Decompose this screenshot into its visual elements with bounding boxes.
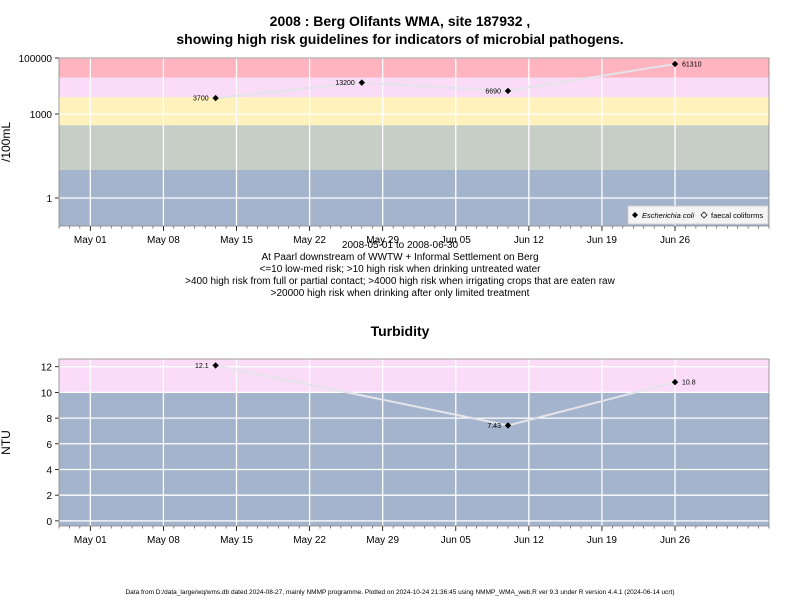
y-tick-label: 1	[46, 194, 52, 205]
y-axis-label: NTU	[0, 430, 13, 455]
risk-band	[59, 359, 769, 393]
y-tick-label: 10	[41, 388, 53, 399]
caption-risk-3: >20000 high risk when drinking after onl…	[270, 288, 530, 299]
x-tick-label: May 01	[74, 235, 107, 246]
data-label: 10.8	[682, 380, 696, 387]
legend-box	[627, 205, 769, 225]
data-point	[504, 87, 512, 95]
data-label: 12.1	[195, 363, 209, 370]
x-tick-label: May 29	[366, 235, 399, 246]
y-tick-label: 100000	[19, 54, 53, 65]
caption-risk-2: >400 high risk from full or partial cont…	[185, 276, 615, 287]
y-tick-label: 8	[46, 414, 52, 425]
data-point	[671, 378, 679, 386]
data-point	[504, 422, 512, 429]
x-tick-label: Jun 05	[441, 535, 471, 546]
legend-marker-faecal	[700, 211, 708, 219]
x-tick-label: May 29	[366, 535, 399, 546]
x-tick-label: May 08	[147, 535, 180, 546]
data-point	[671, 60, 679, 68]
x-tick-label: May 15	[220, 535, 253, 546]
x-tick-label: May 01	[74, 535, 107, 546]
x-tick-label: Jun 26	[660, 535, 690, 546]
y-tick-label: 0	[46, 517, 52, 528]
caption-site: At Paarl downstream of WWTW + Informal S…	[261, 252, 539, 263]
data-label: 7.43	[487, 423, 501, 430]
footer-note: Data from D:/data_large/wq/wms.db dated …	[125, 589, 675, 596]
plot-frame	[58, 57, 770, 227]
y-tick-label: 4	[46, 465, 52, 476]
data-label: 6690	[485, 88, 501, 95]
x-tick-label: Jun 26	[660, 235, 690, 246]
x-tick-label: May 15	[220, 235, 253, 246]
caption-date-range: 2008-05-01 to 2008-06-30	[341, 240, 459, 251]
y-axis-label: /100mL	[0, 122, 13, 162]
data-label: 61310	[682, 61, 702, 68]
x-tick-label: Jun 19	[587, 235, 617, 246]
risk-band	[59, 392, 769, 526]
x-tick-label: Jun 19	[587, 535, 617, 546]
x-tick-label: May 22	[293, 235, 326, 246]
x-tick-label: May 22	[293, 535, 326, 546]
y-tick-label: 2	[46, 491, 52, 502]
data-label: 3700	[193, 96, 209, 103]
data-point	[212, 94, 219, 102]
x-tick-label: May 08	[147, 235, 180, 246]
legend-entry: faecal coliforms	[711, 211, 763, 220]
data-label: 13200	[335, 80, 355, 87]
risk-band	[59, 125, 769, 170]
legend-marker-ecoli	[632, 212, 638, 218]
x-tick-label: Jun 05	[441, 235, 471, 246]
caption-risk-1: <=10 low-med risk; >10 high risk when dr…	[259, 264, 541, 275]
x-tick-label: Jun 12	[514, 235, 544, 246]
x-tick-label: Jun 12	[514, 535, 544, 546]
y-tick-label: 1000	[30, 110, 53, 121]
chart-title-line1: 2008 : Berg Olifants WMA, site 187932 ,	[269, 13, 531, 29]
data-point	[358, 79, 365, 86]
y-tick-label: 12	[41, 363, 53, 374]
chart-title-line2: showing high risk guidelines for indicat…	[176, 31, 624, 47]
plot-frame	[58, 358, 770, 527]
turbidity-title: Turbidity	[370, 323, 430, 339]
series-line	[215, 62, 676, 100]
data-point	[212, 362, 219, 369]
risk-band	[59, 97, 769, 126]
y-tick-label: 6	[46, 440, 52, 451]
legend-entry: Escherichia coli	[642, 211, 694, 220]
